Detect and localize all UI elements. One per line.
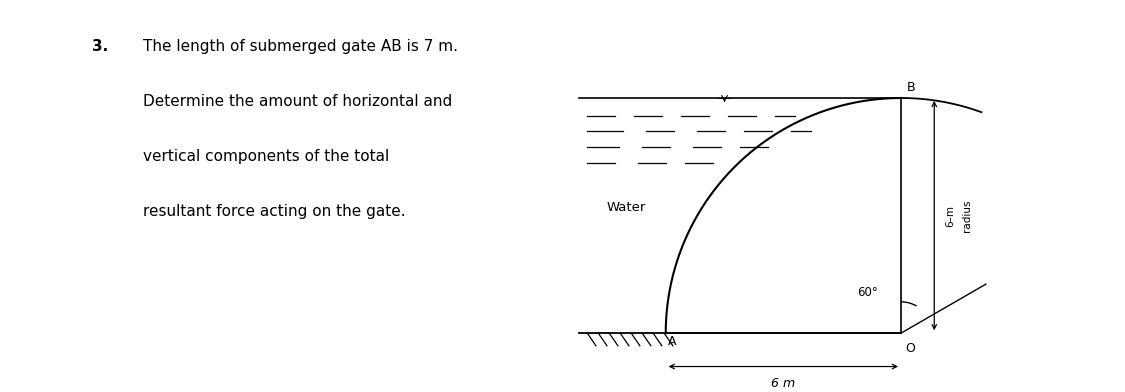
Text: O: O (906, 342, 916, 355)
Text: Determine the amount of horizontal and: Determine the amount of horizontal and (143, 94, 452, 109)
Text: 6–m: 6–m (945, 205, 955, 227)
Text: Water: Water (606, 201, 646, 214)
Text: 6 m: 6 m (772, 377, 795, 390)
Text: 3.: 3. (92, 39, 108, 54)
Text: radius: radius (963, 200, 972, 232)
Text: A: A (667, 335, 676, 348)
Text: The length of submerged gate AB is 7 m.: The length of submerged gate AB is 7 m. (143, 39, 458, 54)
Text: 60°: 60° (857, 285, 878, 299)
Text: vertical components of the total: vertical components of the total (143, 149, 389, 164)
Text: B: B (907, 81, 916, 94)
Text: resultant force acting on the gate.: resultant force acting on the gate. (143, 204, 406, 219)
